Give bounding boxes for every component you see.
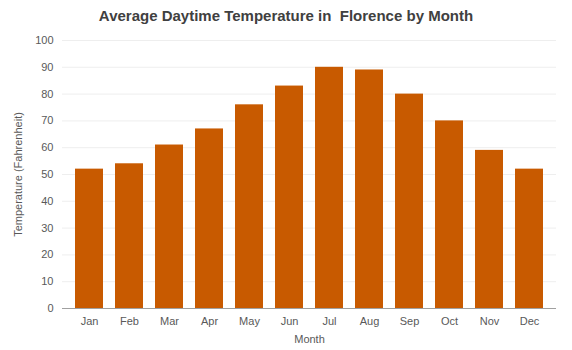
svg-text:100: 100 xyxy=(35,34,53,46)
svg-text:0: 0 xyxy=(47,302,53,314)
svg-text:Temperature (Fahrenheit): Temperature (Fahrenheit) xyxy=(12,112,24,237)
svg-text:May: May xyxy=(239,315,260,327)
svg-text:Oct: Oct xyxy=(441,315,458,327)
svg-text:Jan: Jan xyxy=(81,315,99,327)
svg-text:Sep: Sep xyxy=(400,315,420,327)
svg-text:Jun: Jun xyxy=(281,315,299,327)
svg-text:Feb: Feb xyxy=(120,315,139,327)
svg-text:20: 20 xyxy=(41,248,53,260)
svg-text:80: 80 xyxy=(41,88,53,100)
html-text:Average Daytime Temperature in: Average Daytime Temperature in Florence … xyxy=(98,7,474,24)
svg-text:Dec: Dec xyxy=(520,315,540,327)
svg-text:Aug: Aug xyxy=(360,315,380,327)
svg-text:70: 70 xyxy=(41,114,53,126)
svg-text:40: 40 xyxy=(41,195,53,207)
svg-text:50: 50 xyxy=(41,168,53,180)
svg-text:60: 60 xyxy=(41,141,53,153)
svg-text:Mar: Mar xyxy=(160,315,179,327)
svg-text:Jul: Jul xyxy=(322,315,336,327)
svg-text:10: 10 xyxy=(41,275,53,287)
svg-text:30: 30 xyxy=(41,222,53,234)
svg-text:90: 90 xyxy=(41,61,53,73)
svg-text:Nov: Nov xyxy=(480,315,500,327)
svg-text:Apr: Apr xyxy=(201,315,218,327)
svg-text:Month: Month xyxy=(294,333,325,345)
